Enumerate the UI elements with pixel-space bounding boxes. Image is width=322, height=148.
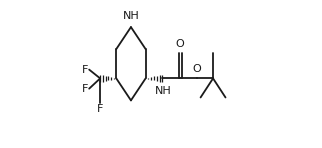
Text: F: F <box>97 104 103 115</box>
Text: O: O <box>176 39 185 49</box>
Text: O: O <box>193 64 201 74</box>
Text: F: F <box>81 84 88 94</box>
Text: NH: NH <box>123 11 139 21</box>
Text: NH: NH <box>154 86 171 96</box>
Text: F: F <box>81 65 88 75</box>
